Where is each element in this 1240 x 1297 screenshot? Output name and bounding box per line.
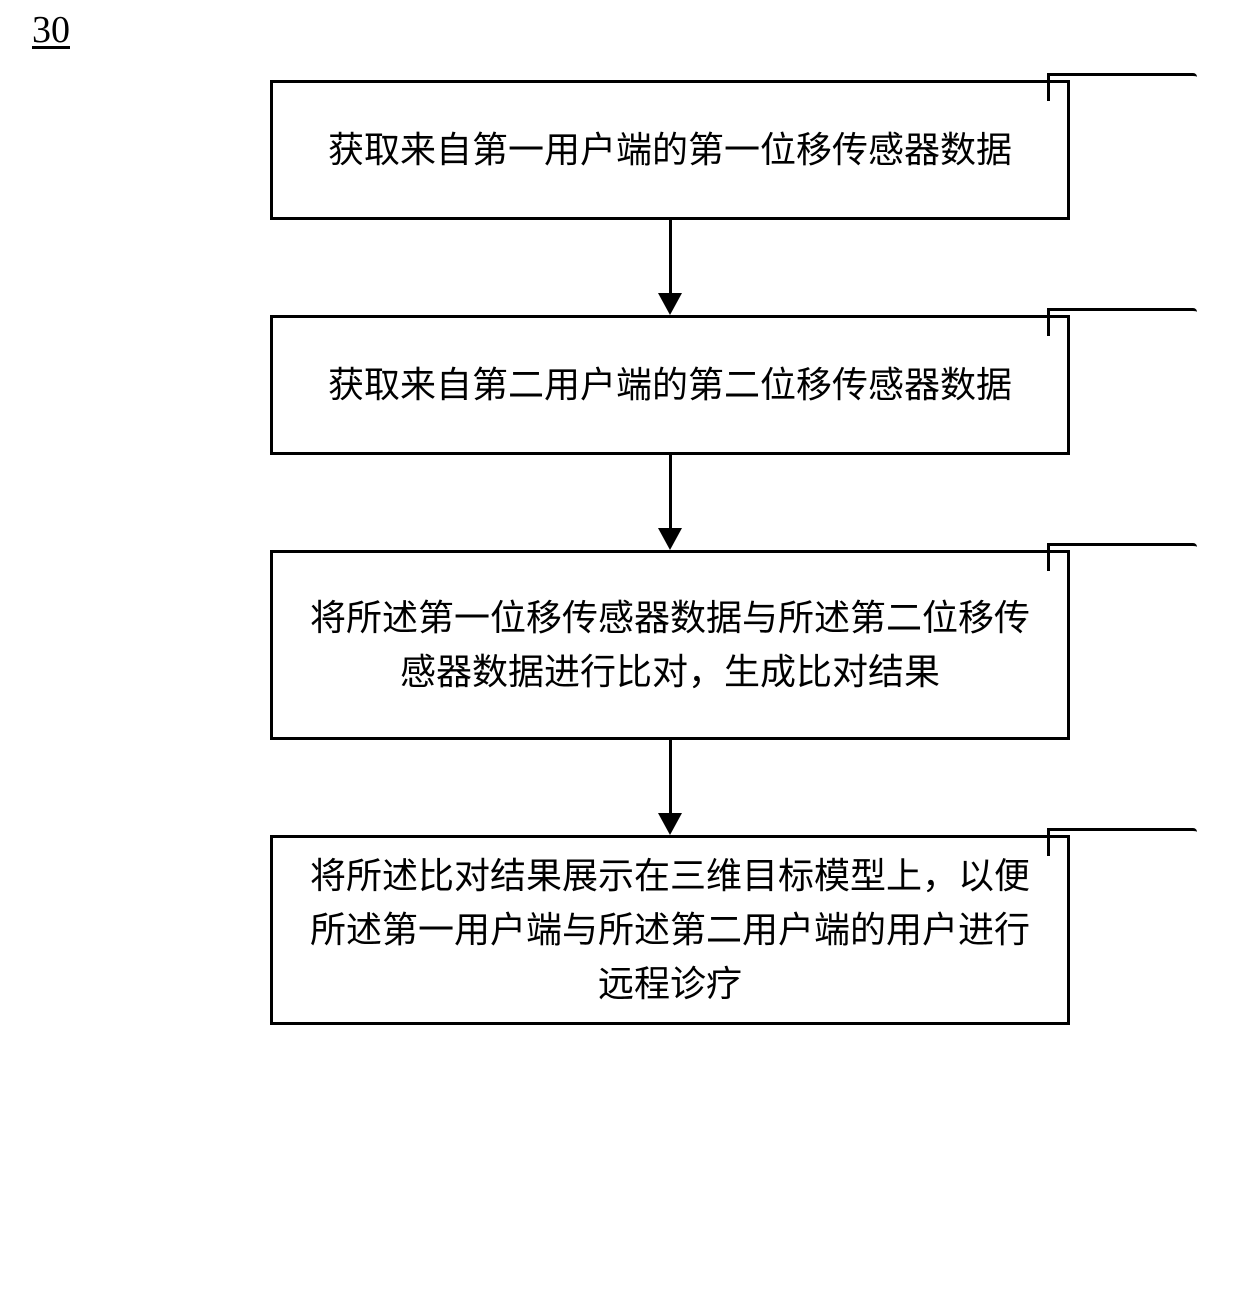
flow-step-text: 获取来自第一用户端的第一位移传感器数据 <box>328 123 1012 177</box>
step-connector-line <box>1047 308 1197 336</box>
flow-step-box: 获取来自第二用户端的第二位移传感器数据S304 <box>270 315 1070 455</box>
flow-step-text: 获取来自第二用户端的第二位移传感器数据 <box>328 358 1012 412</box>
flowchart: 获取来自第一用户端的第一位移传感器数据S302 获取来自第二用户端的第二位移传感器… <box>120 80 1220 1025</box>
arrow-head-icon <box>658 813 682 835</box>
arrow-shaft <box>669 455 672 528</box>
step-connector-line <box>1047 73 1197 101</box>
flow-arrow <box>658 220 682 315</box>
figure-number-label: 30 <box>32 8 70 52</box>
flow-step-box: 将所述比对结果展示在三维目标模型上，以便所述第一用户端与所述第二用户端的用户进行… <box>270 835 1070 1025</box>
step-connector-line <box>1047 543 1197 571</box>
step-connector-line <box>1047 828 1197 856</box>
arrow-head-icon <box>658 528 682 550</box>
flow-arrow <box>658 740 682 835</box>
flow-step-text: 将所述第一位移传感器数据与所述第二位移传感器数据进行比对，生成比对结果 <box>297 591 1043 699</box>
flow-arrow <box>658 455 682 550</box>
arrow-shaft <box>669 740 672 813</box>
arrow-shaft <box>669 220 672 293</box>
flow-step-box: 将所述第一位移传感器数据与所述第二位移传感器数据进行比对，生成比对结果S306 <box>270 550 1070 740</box>
arrow-head-icon <box>658 293 682 315</box>
flow-step-box: 获取来自第一用户端的第一位移传感器数据S302 <box>270 80 1070 220</box>
flow-step-text: 将所述比对结果展示在三维目标模型上，以便所述第一用户端与所述第二用户端的用户进行… <box>297 849 1043 1011</box>
